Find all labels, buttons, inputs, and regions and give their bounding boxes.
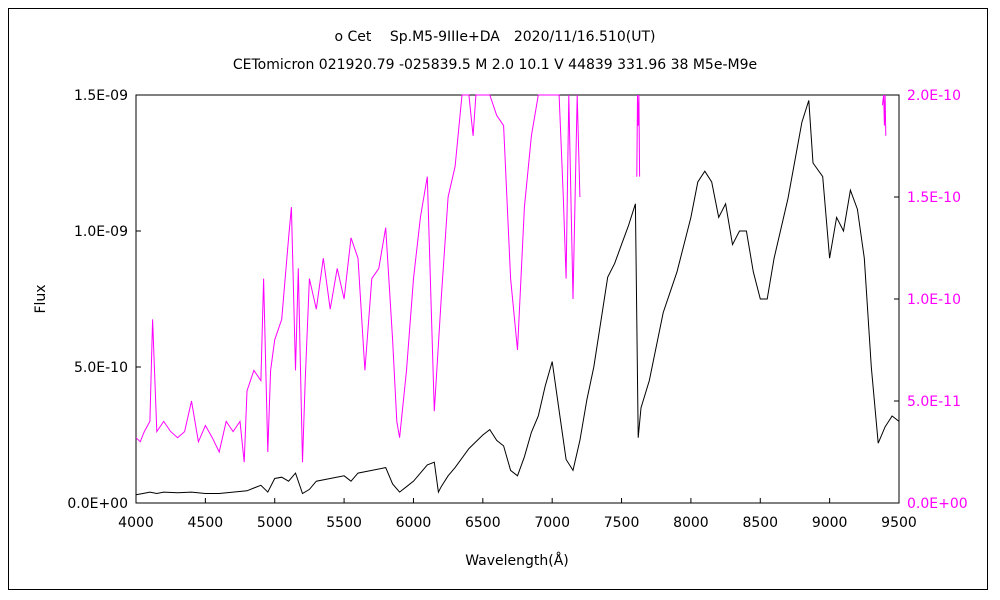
x-tick-label: 8500 [742, 515, 778, 531]
black-series-line-0 [135, 100, 900, 496]
y-axis-label: Flux [33, 284, 49, 313]
y-right-tick-label: 2.0E-10 [907, 88, 961, 104]
chart-subtitle: CETomicron 021920.79 -025839.5 M 2.0 10.… [233, 57, 757, 73]
y-right-tick-label: 0.0E+00 [907, 496, 968, 512]
x-tick-label: 5000 [257, 515, 293, 531]
y-right-tick-label: 5.0E-11 [907, 394, 961, 410]
y-left-tick-label: 1.5E-09 [74, 88, 128, 104]
chart-frame: ο Cet Sp.M5-9IIIe+DA 2020/11/16.510(UT) … [8, 8, 988, 590]
x-tick-label: 6500 [465, 515, 501, 531]
magenta-series-line-3 [881, 94, 887, 136]
x-tick-label: 9000 [812, 515, 848, 531]
y-left-tick-label: 0.0E+00 [67, 496, 128, 512]
x-axis-label: Wavelength(Å) [465, 552, 569, 569]
x-tick-label: 8000 [673, 515, 709, 531]
x-tick-label: 7500 [604, 515, 640, 531]
x-tick-label: 5500 [326, 515, 362, 531]
series-layer [135, 94, 900, 496]
plot-area [135, 94, 900, 504]
chart-title: ο Cet Sp.M5-9IIIe+DA 2020/11/16.510(UT) [335, 29, 656, 45]
x-tick-label: 4500 [188, 515, 224, 531]
axis-layer: 4000 4500 5000 5500 6000 6500 7000 7500 8000 8500… [67, 88, 967, 531]
y-right-tick-label: 1.5E-10 [907, 190, 961, 206]
x-tick-label: 7000 [534, 515, 570, 531]
magenta-series-line-2 [636, 94, 641, 177]
spectrum-chart: ο Cet Sp.M5-9IIIe+DA 2020/11/16.510(UT) … [33, 29, 968, 569]
x-tick-label: 6000 [396, 515, 432, 531]
x-tick-label: 9500 [881, 515, 917, 531]
magenta-series-line-1 [135, 94, 581, 463]
y-left-tick-label: 5.0E-10 [74, 360, 128, 376]
y-left-tick-label: 1.0E-09 [74, 224, 128, 240]
y-right-tick-label: 1.0E-10 [907, 292, 961, 308]
x-tick-label: 4000 [118, 515, 154, 531]
